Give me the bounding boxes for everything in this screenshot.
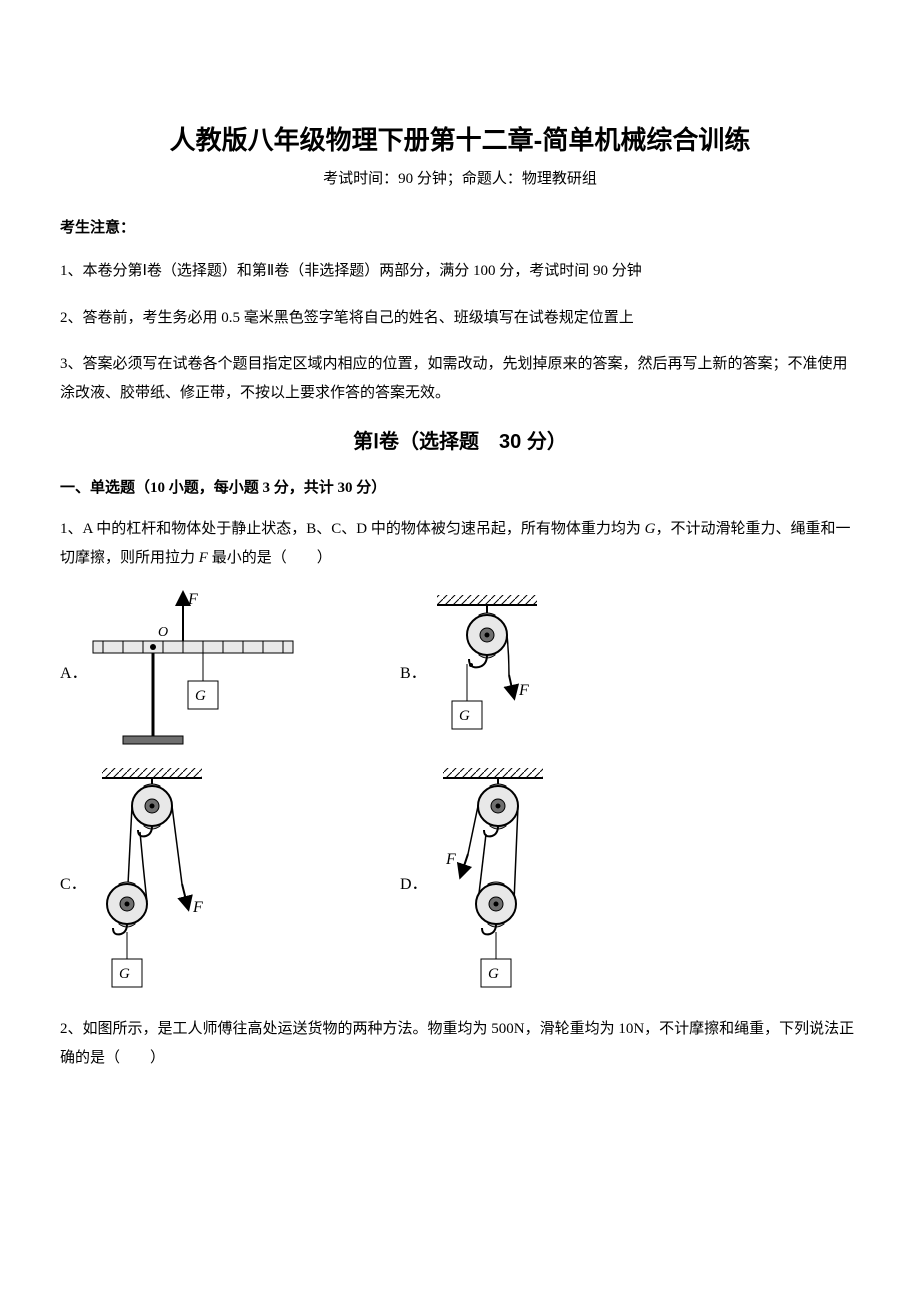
subsection-1: 一、单选题（10 小题，每小题 3 分，共计 30 分） <box>60 476 860 497</box>
q1-G: G <box>645 521 656 537</box>
q1-fig-b: G F <box>427 591 557 751</box>
q1-col-a: A． <box>60 586 400 756</box>
label-F-a: F <box>187 591 198 608</box>
q1-fig-d: F G <box>428 764 558 999</box>
question-1-text: 1、A 中的杠杆和物体处于静止状态，B、C、D 中的物体被匀速吊起，所有物体重力… <box>60 515 860 572</box>
q1-col-d: D． <box>400 764 558 999</box>
q1-prefix: 1、A 中的杠杆和物体处于静止状态，B、C、D 中的物体被匀速吊起，所有物体重力… <box>60 521 645 537</box>
label-F-c: F <box>192 899 203 916</box>
q1-fig-a: O F G <box>88 586 298 756</box>
question-2-text: 2、如图所示，是工人师傅往高处运送货物的两种方法。物重均为 500N，滑轮重均为… <box>60 1015 860 1072</box>
q1-opt-a-label: A． <box>60 659 88 683</box>
q1-suffix: 最小的是（ ） <box>208 550 332 566</box>
label-F-d: F <box>445 851 456 868</box>
q1-col-b: B． <box>400 591 557 751</box>
label-G-a: G <box>195 688 206 704</box>
section-1-head: 第Ⅰ卷（选择题 30 分） <box>60 425 860 454</box>
label-F-b: F <box>518 682 529 699</box>
page-title: 人教版八年级物理下册第十二章-简单机械综合训练 <box>60 120 860 157</box>
q1-opt-b-label: B． <box>400 659 427 683</box>
page-subtitle: 考试时间：90 分钟；命题人：物理教研组 <box>60 167 860 188</box>
notice-2: 2、答卷前，考生务必用 0.5 毫米黑色签字笔将自己的姓名、班级填写在试卷规定位… <box>60 304 860 333</box>
q1-col-c: C． <box>60 764 400 999</box>
label-O: O <box>158 625 168 640</box>
label-G-d: G <box>488 966 499 982</box>
label-G-b: G <box>459 708 470 724</box>
q1-fig-c: F G <box>87 764 237 999</box>
notice-heading: 考生注意： <box>60 216 860 237</box>
notice-1: 1、本卷分第Ⅰ卷（选择题）和第Ⅱ卷（非选择题）两部分，满分 100 分，考试时间… <box>60 257 860 286</box>
label-G-c: G <box>119 966 130 982</box>
q1-row-ab: A． <box>60 586 860 756</box>
q1-opt-d-label: D． <box>400 870 428 894</box>
notice-3: 3、答案必须写在试卷各个题目指定区域内相应的位置，如需改动，先划掉原来的答案，然… <box>60 350 860 407</box>
q1-opt-c-label: C． <box>60 870 87 894</box>
exam-page: 人教版八年级物理下册第十二章-简单机械综合训练 考试时间：90 分钟；命题人：物… <box>0 0 920 1302</box>
q1-row-cd: C． <box>60 764 860 999</box>
q1-F: F <box>199 550 208 566</box>
